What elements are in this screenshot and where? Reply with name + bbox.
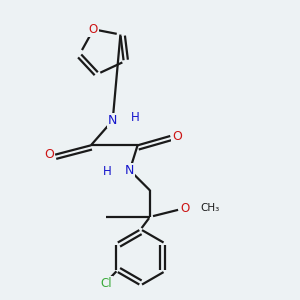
Text: CH₃: CH₃ (200, 203, 220, 214)
Text: H: H (103, 165, 112, 178)
Text: O: O (89, 23, 98, 36)
Text: O: O (181, 202, 190, 215)
Text: O: O (172, 130, 182, 142)
Text: N: N (125, 164, 134, 177)
Text: H: H (131, 112, 140, 124)
Text: N: N (108, 114, 117, 127)
Text: O: O (45, 148, 55, 161)
Text: Cl: Cl (101, 277, 112, 290)
